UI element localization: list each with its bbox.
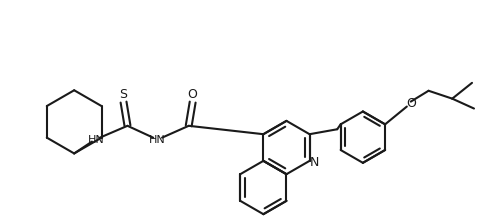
- Text: HN: HN: [149, 135, 166, 145]
- Text: S: S: [120, 88, 127, 101]
- Text: HN: HN: [88, 135, 104, 145]
- Text: O: O: [406, 97, 416, 110]
- Text: O: O: [188, 88, 197, 101]
- Text: N: N: [310, 156, 319, 169]
